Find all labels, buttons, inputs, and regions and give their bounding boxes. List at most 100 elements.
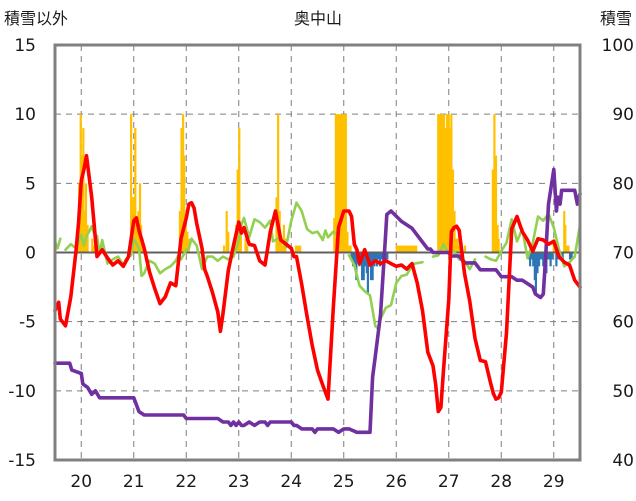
precip-bar [186, 231, 189, 253]
precip-bar [547, 252, 551, 260]
precip-bar [334, 114, 337, 253]
precip-bar [294, 245, 298, 253]
y-left-tick-label: -5 [19, 313, 36, 333]
precip-bar [463, 245, 467, 253]
precip-bar [333, 217, 336, 253]
x-tick-label: 27 [438, 472, 460, 492]
precip-bar [386, 252, 389, 260]
x-tick-label: 29 [543, 472, 565, 492]
precip-bar [539, 252, 542, 260]
x-tick-label: 20 [70, 472, 92, 492]
x-tick-label: 26 [385, 472, 407, 492]
precip-bar [138, 183, 142, 253]
precip-bar [280, 238, 283, 253]
x-tick-label: 25 [333, 472, 355, 492]
precip-bar [437, 114, 440, 253]
precip-bar [570, 252, 573, 260]
precip-bar [135, 224, 138, 253]
temperature-line [53, 153, 582, 414]
precip-bar [561, 252, 564, 260]
precip-bar [450, 114, 453, 253]
precip-bar [453, 211, 456, 253]
y-left-tick-label: -10 [8, 382, 36, 402]
precip-bar [447, 114, 450, 253]
precip-bar [227, 231, 230, 253]
precip-bar [438, 114, 441, 253]
green-series-line [53, 201, 582, 330]
precip-bar [401, 245, 405, 253]
precip-bar [456, 238, 459, 253]
precip-bar [540, 252, 543, 260]
precip-bar [530, 252, 533, 260]
precip-bar [299, 245, 302, 253]
precip-bar [130, 114, 133, 253]
precip-bar [555, 252, 558, 267]
y-right-tick-label: 50 [612, 382, 634, 402]
precip-bar [91, 238, 94, 253]
precip-bar [537, 252, 541, 267]
x-tick-label: 22 [175, 472, 197, 492]
y-right-tick-label: 70 [612, 244, 634, 264]
precip-bar [277, 114, 280, 253]
precip-bar [366, 252, 369, 294]
x-tick-label: 21 [123, 472, 145, 492]
precip-bar [375, 252, 378, 267]
precip-bar [455, 238, 458, 253]
precip-bar [349, 245, 352, 253]
precip-bar [542, 252, 545, 267]
precip-bar [380, 252, 383, 260]
precip-bar [415, 245, 418, 253]
precip-bar [529, 252, 532, 267]
y-left-tick-label: -15 [8, 451, 36, 471]
precip-bar [444, 128, 447, 253]
precip-bar [178, 211, 182, 253]
precip-bar [86, 224, 89, 253]
y-left-tick-label: 0 [25, 244, 36, 264]
precip-bar [340, 114, 343, 253]
precip-bar [347, 245, 351, 253]
precip-bar [442, 114, 446, 253]
y-left-tick-label: 5 [25, 174, 36, 194]
precip-bar [344, 114, 347, 253]
precip-bar [496, 224, 499, 253]
precip-bar [413, 245, 416, 253]
precip-bar [238, 128, 241, 253]
plot-frame [53, 43, 582, 462]
y-right-tick-label: 60 [612, 313, 634, 333]
precip-bar [549, 252, 552, 267]
precip-bar [352, 252, 355, 267]
precip-bar [536, 252, 539, 274]
precip-bar [551, 252, 554, 260]
precip-bar [239, 224, 242, 253]
precip-bar [451, 169, 455, 253]
precip-bar [355, 252, 358, 281]
left-axis-title: 積雪以外 [4, 9, 68, 28]
precip-bar [296, 245, 299, 253]
y-right-tick-label: 80 [612, 174, 634, 194]
precip-bar [236, 169, 239, 253]
precip-bar [361, 252, 364, 281]
series-lines [53, 153, 582, 435]
precip-bar [246, 245, 249, 253]
x-tick-label: 24 [280, 472, 302, 492]
precip-bar [410, 245, 413, 253]
y-right-tick-label: 100 [602, 36, 634, 56]
right-axis-title: 積雪 [600, 9, 632, 28]
precip-bar [180, 128, 183, 253]
precip-bar [398, 245, 402, 253]
y-left-tick-label: 15 [14, 36, 36, 56]
precip-bar [82, 128, 85, 253]
precip-bar [364, 252, 367, 267]
chart-title: 奥中山 [294, 9, 342, 28]
precip-bar [362, 252, 365, 281]
precip-bar [225, 211, 228, 253]
precip-bar [491, 169, 494, 253]
precip-bar [567, 245, 570, 253]
precip-bar [406, 245, 409, 253]
snow-depth-line [53, 167, 582, 435]
precip-bar [534, 252, 537, 294]
y-left-tick-label: 10 [14, 105, 36, 125]
precip-bar [346, 231, 349, 253]
